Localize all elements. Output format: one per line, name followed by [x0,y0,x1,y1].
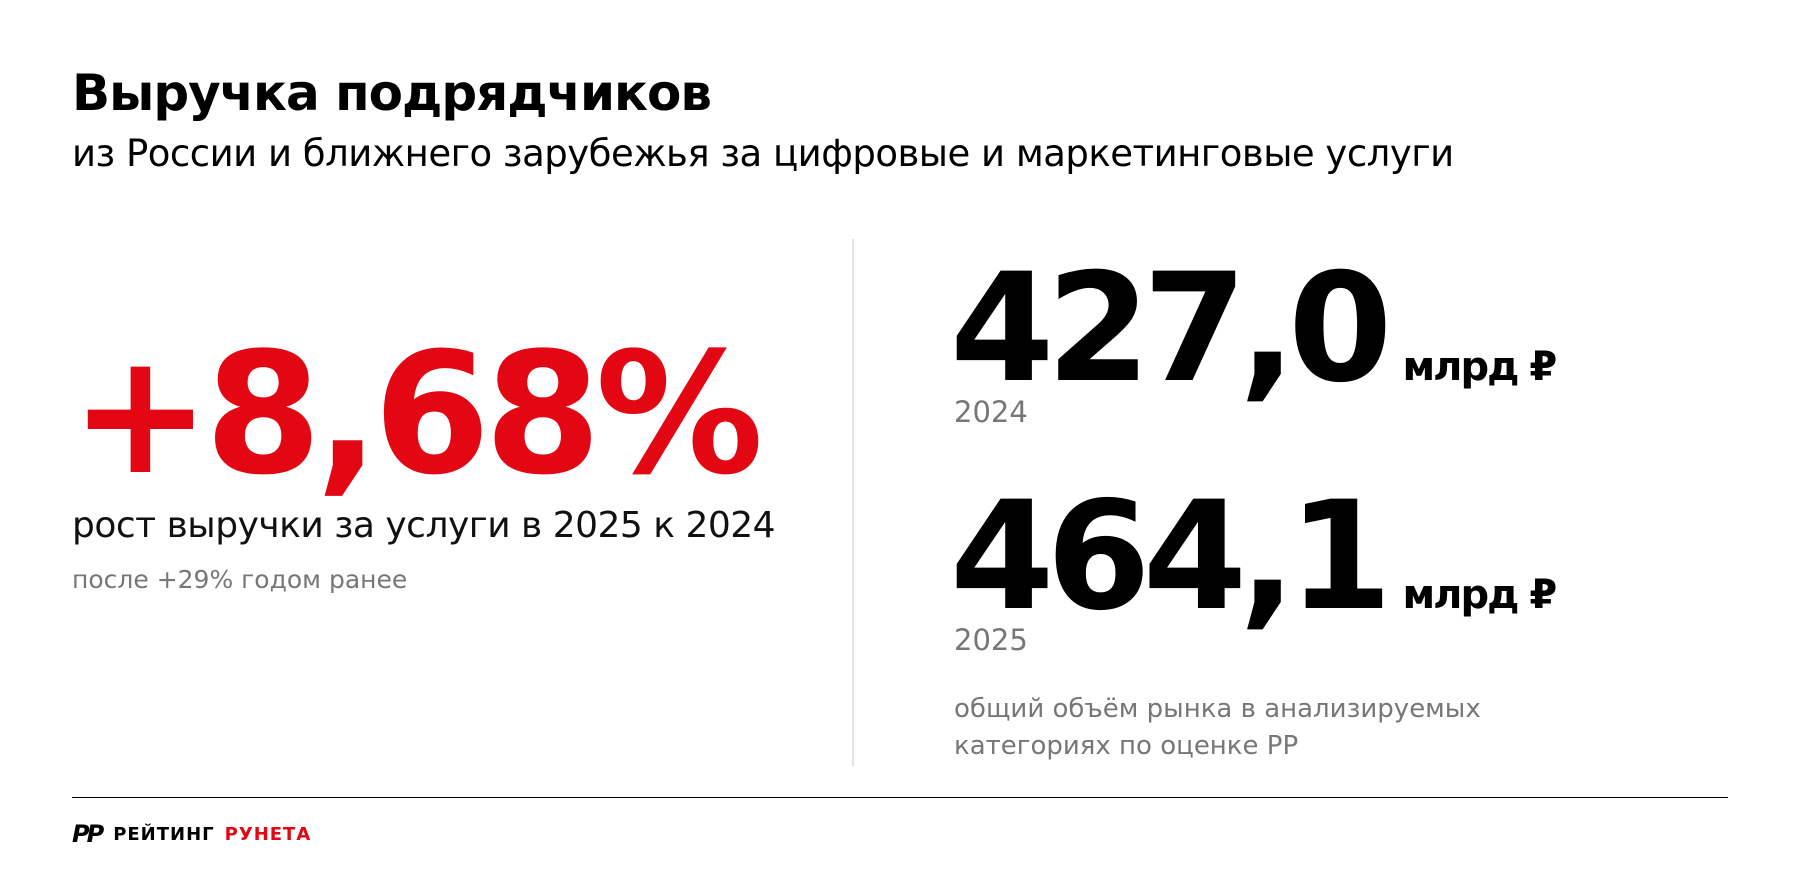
stat: 427,0 млрд ₽ [950,242,1557,416]
footer-rule [72,797,1728,798]
stat: 464,1 млрд ₽ [950,470,1557,644]
growth-label: рост выручки за услуги в 2025 к 2024 [72,505,776,546]
brand-left: РЕЙТИНГ [113,823,215,845]
stat-unit: млрд ₽ [1402,344,1557,390]
title: Выручка подрядчиков [72,64,712,122]
stats-note: категориях по оценке РР [954,731,1299,761]
growth-value: +8,68% [70,316,764,512]
brand-right: РУНЕТА [224,823,312,845]
growth-note: после +29% годом ранее [72,565,408,594]
logo: РР РЕЙТИНГ РУНЕТА [72,820,311,848]
stat-year: 2025 [954,623,1028,657]
stat-unit: млрд ₽ [1402,572,1557,618]
stat-year: 2024 [954,395,1028,429]
stats-note: общий объём рынка в анализируемых [954,694,1481,724]
stat-value: 427,0 [950,242,1392,416]
logo-mark: РР [72,820,104,848]
subtitle: из России и ближнего зарубежья за цифров… [72,132,1454,175]
stat-value: 464,1 [950,470,1392,644]
divider [852,239,854,766]
